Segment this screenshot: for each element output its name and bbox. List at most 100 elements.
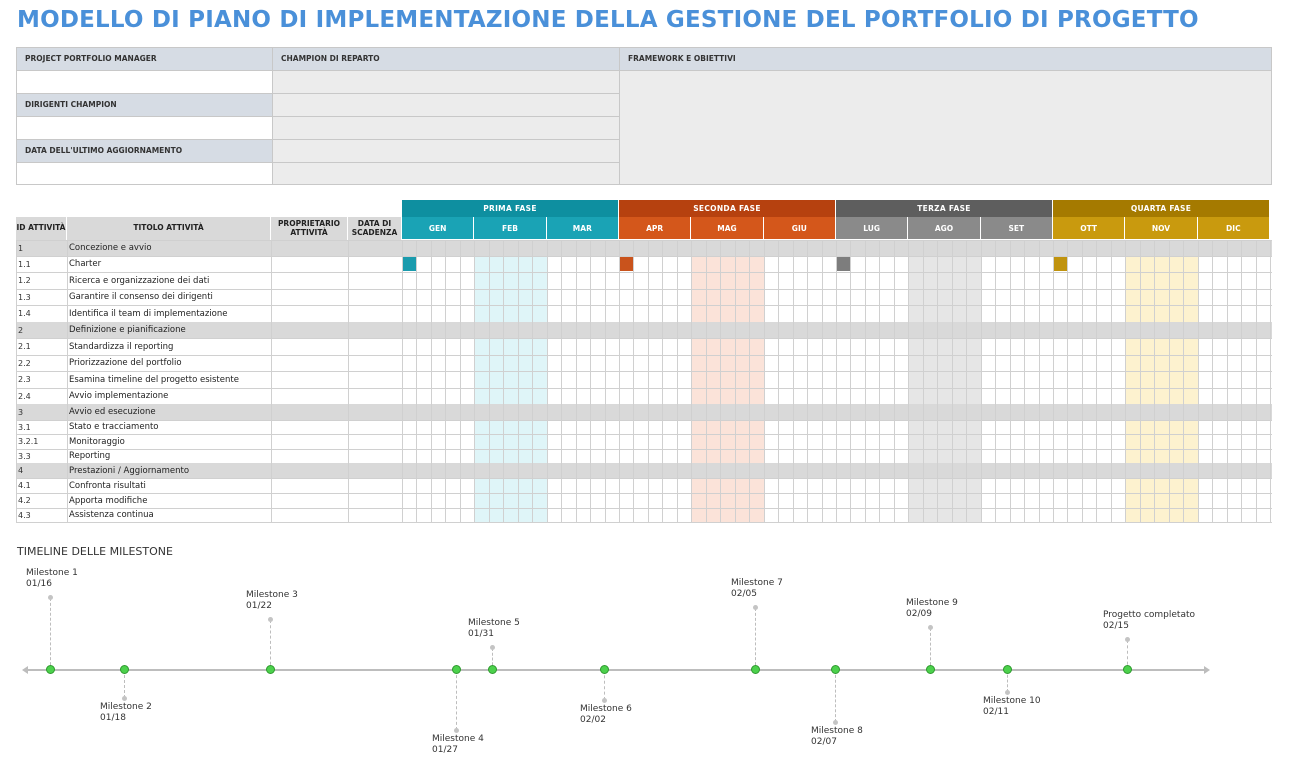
milestone-connector (124, 670, 125, 698)
milestone-marker[interactable] (1003, 665, 1012, 674)
dirigenti-champion-field[interactable] (16, 116, 273, 140)
grid-line (445, 240, 447, 522)
task-row[interactable]: 2.3 Esamina timeline del progetto esisten… (16, 371, 1272, 388)
section-row[interactable]: 4 Prestazioni / Aggiornamento (16, 463, 1272, 478)
task-id: 2.4 (18, 391, 31, 401)
task-row[interactable]: 2.2 Priorizzazione del portfolio (16, 355, 1272, 371)
axis-left-arrow-icon (22, 666, 28, 674)
grid-line (1241, 240, 1243, 522)
project-portfolio-manager-field[interactable] (16, 70, 273, 94)
row-divider (16, 434, 1272, 435)
month-header: MAG (691, 217, 764, 239)
row-divider (16, 420, 1272, 421)
milestone-marker[interactable] (831, 665, 840, 674)
grid-line (1081, 240, 1083, 522)
milestone-marker[interactable] (926, 665, 935, 674)
axis-right-arrow-icon (1204, 666, 1210, 674)
grid-line (1183, 240, 1185, 522)
milestone-date: 01/18 (100, 713, 126, 724)
framework-e-obiettivi-field[interactable] (619, 70, 1272, 185)
champion-field-4[interactable] (272, 139, 620, 163)
dirigenti-champion-label: DIRIGENTI CHAMPION (16, 93, 273, 117)
task-id: 1 (18, 243, 24, 253)
row-divider (16, 272, 1272, 273)
task-row[interactable]: 2.4 Avvio implementazione (16, 388, 1272, 404)
grid-line (749, 240, 751, 522)
task-row[interactable]: 1.3 Garantire il consenso dei dirigenti (16, 289, 1272, 305)
grid-line (1009, 240, 1011, 522)
row-divider (16, 289, 1272, 290)
task-row[interactable]: 4.2 Apporta modifiche (16, 493, 1272, 508)
grid-line (966, 240, 968, 522)
milestone-marker[interactable] (266, 665, 275, 674)
task-row[interactable]: 1.4 Identifica il team di implementazione (16, 305, 1272, 322)
milestone-name: Milestone 10 (983, 696, 1041, 706)
milestone-date: 01/16 (26, 579, 52, 590)
task-row[interactable]: 4.3 Assistenza continua (16, 508, 1272, 522)
task-row[interactable]: 1.1 Charter (16, 256, 1272, 272)
section-row[interactable]: 2 Definizione e pianificazione (16, 322, 1272, 338)
milestone-tip (490, 645, 495, 650)
milestone-marker[interactable] (46, 665, 55, 674)
grid-line (532, 240, 534, 522)
row-divider (16, 522, 1272, 523)
grid-line (1168, 240, 1170, 522)
milestone-connector (604, 670, 605, 700)
milestone-marker[interactable] (600, 665, 609, 674)
grid-line (604, 240, 606, 522)
champion-field-3[interactable] (272, 116, 620, 140)
milestone-label: Milestone 1 01/16 (26, 568, 78, 591)
grid-line (1154, 240, 1156, 522)
task-title: Avvio ed esecuzione (69, 407, 156, 417)
task-row[interactable]: 4.1 Confronta risultati (16, 478, 1272, 493)
milestone-marker[interactable] (452, 665, 461, 674)
grid-line (908, 240, 910, 522)
milestone-label: Milestone 5 01/31 (468, 618, 520, 641)
grid-line (1038, 240, 1040, 522)
milestone-label: Milestone 9 02/09 (906, 598, 958, 621)
milestone-label: Milestone 4 01/27 (432, 734, 484, 757)
milestone-marker[interactable] (1123, 665, 1132, 674)
champion-field-2[interactable] (272, 93, 620, 117)
gantt-bar[interactable] (1054, 257, 1068, 271)
milestone-timeline: Milestone 1 01/16 Milestone 2 01/18 Mileston… (0, 560, 1300, 760)
task-id: 3.3 (18, 451, 31, 461)
task-title: Definizione e pianificazione (69, 325, 186, 335)
project-portfolio-manager-label: PROJECT PORTFOLIO MANAGER (16, 47, 273, 71)
section-row[interactable]: 1 Concezione e avvio (16, 240, 1272, 256)
timeline-axis (28, 669, 1204, 671)
task-row[interactable]: 1.2 Ricerca e organizzazione dei dati (16, 272, 1272, 289)
month-header: DIC (1197, 217, 1270, 239)
task-row[interactable]: 3.1 Stato e tracciamento (16, 420, 1272, 434)
grid-line (1053, 240, 1054, 522)
col-header-scadenza: DATA DI SCADENZA (348, 217, 402, 240)
milestone-marker[interactable] (488, 665, 497, 674)
champion-field-5[interactable] (272, 162, 620, 185)
grid-line (1139, 240, 1141, 522)
task-row[interactable]: 2.1 Standardizza il reporting (16, 338, 1272, 355)
row-divider (16, 508, 1272, 509)
milestone-name: Milestone 8 (811, 726, 863, 736)
milestone-name: Milestone 3 (246, 590, 298, 600)
phase-header: TERZA FASE (836, 200, 1052, 217)
milestone-marker[interactable] (120, 665, 129, 674)
section-row[interactable]: 3 Avvio ed esecuzione (16, 404, 1272, 420)
gantt-bar[interactable] (620, 257, 634, 271)
grid-line (503, 240, 505, 522)
grid-line (937, 240, 939, 522)
milestone-marker[interactable] (751, 665, 760, 674)
milestone-date: 02/11 (983, 707, 1009, 718)
champion-field-1[interactable] (272, 70, 620, 94)
milestone-connector (492, 648, 493, 670)
task-row[interactable]: 3.2.1 Monitoraggio (16, 434, 1272, 449)
grid-line (348, 240, 349, 522)
milestone-tip (48, 595, 53, 600)
data-ultimo-aggiornamento-field[interactable] (16, 162, 273, 185)
milestone-connector (1127, 640, 1128, 670)
task-id: 2 (18, 325, 24, 335)
gantt-bar[interactable] (837, 257, 851, 271)
gantt-bar[interactable] (403, 257, 417, 271)
grid-line (734, 240, 736, 522)
task-title: Apporta modifiche (69, 495, 148, 506)
task-row[interactable]: 3.3 Reporting (16, 449, 1272, 463)
